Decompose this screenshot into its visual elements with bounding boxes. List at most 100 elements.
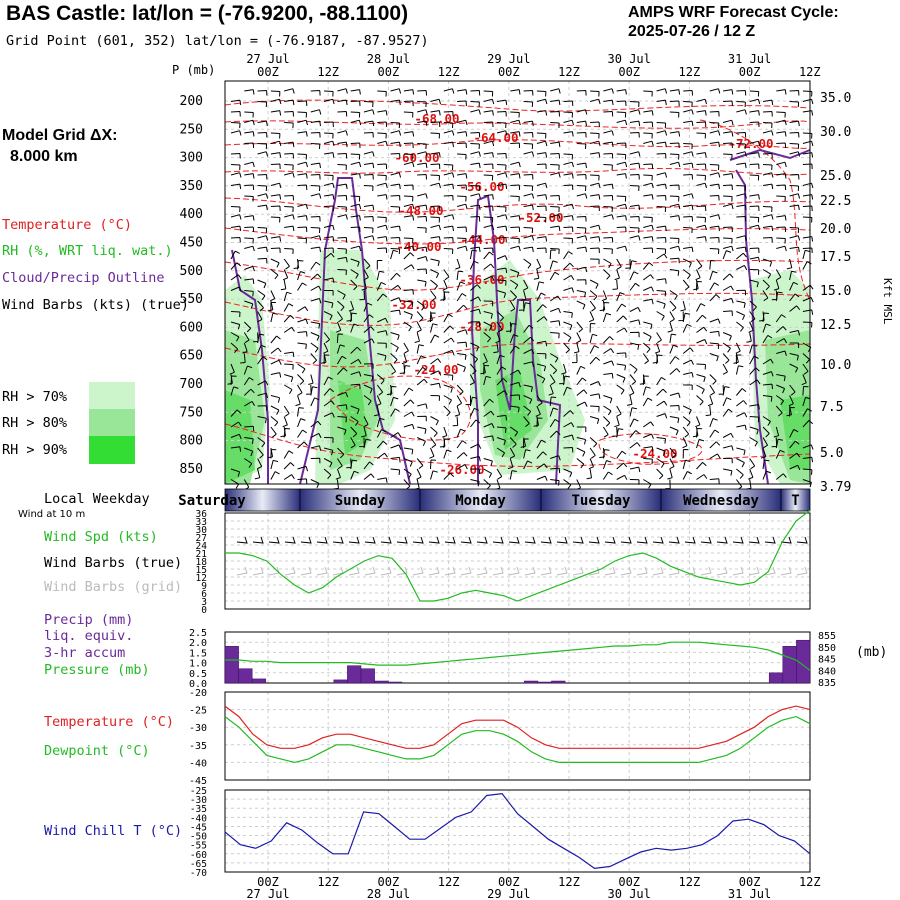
wind-barb	[709, 130, 721, 136]
weekday-band-cell	[780, 488, 811, 512]
wind-barb	[454, 405, 461, 417]
wind-barb	[656, 447, 666, 456]
wind-barb	[576, 290, 587, 298]
wind-barb	[284, 206, 294, 213]
height-tick-label: 3.79	[820, 480, 851, 495]
wind-barb	[230, 286, 242, 292]
wind-barb	[762, 279, 770, 291]
wind-barb	[483, 110, 494, 116]
wind-barb	[390, 183, 401, 190]
pressure-tick-label: 840	[818, 666, 836, 677]
wind-barb	[549, 418, 560, 428]
wind-barb	[430, 182, 441, 189]
wind-barb	[683, 227, 693, 234]
wind-barb	[669, 245, 681, 252]
wind-barb	[350, 161, 362, 168]
wind-barb	[523, 174, 534, 180]
wind-barb	[482, 353, 488, 365]
wind-barb	[390, 141, 401, 148]
wind-barb	[603, 99, 614, 106]
wind-barb	[480, 363, 486, 375]
pressure-tick-label: 550	[180, 292, 203, 307]
wind-barb	[643, 446, 654, 452]
wind-barb	[735, 342, 741, 354]
grid-wind-barb	[316, 566, 328, 576]
wind-barb	[776, 119, 787, 126]
wind-barb	[282, 269, 289, 281]
wind-barb	[707, 395, 714, 407]
wind-barb	[483, 98, 495, 105]
wind-barb	[509, 470, 517, 480]
wind-barb	[361, 279, 367, 291]
wind-barb	[483, 435, 494, 441]
wind-speed-tick-label: 24	[196, 541, 208, 552]
wind-barb	[350, 346, 362, 354]
wind-barb	[523, 438, 529, 448]
wind-barb	[390, 309, 401, 316]
wind-barb	[603, 153, 614, 159]
wind-barb	[377, 353, 387, 361]
wind-barb	[417, 204, 428, 211]
wind-barb	[629, 162, 641, 169]
wind-barb	[523, 416, 530, 427]
wind-barb	[802, 132, 813, 139]
wind-barb	[682, 437, 688, 449]
wind-barb	[350, 323, 359, 333]
wind-barb	[363, 235, 375, 241]
wind-barb	[656, 225, 667, 232]
pressure-tick-label: 400	[180, 207, 203, 222]
precip-bar	[388, 681, 403, 684]
wind-barb	[696, 174, 706, 181]
wind-barb	[709, 164, 720, 171]
wind-barb	[483, 410, 495, 417]
wind-barb	[789, 101, 800, 108]
wind-barb	[376, 281, 386, 291]
precip-bar	[238, 668, 253, 684]
wind-barb	[589, 333, 598, 344]
wind-barb	[323, 98, 335, 105]
precip-tick-label: 1.0	[189, 659, 207, 670]
bottom-date-label: 27 Jul	[246, 887, 289, 900]
wind-barb	[350, 119, 362, 126]
wind-barb	[363, 185, 374, 192]
wind-barb	[696, 474, 708, 480]
temperature-contour	[224, 343, 811, 368]
wind-barb	[483, 375, 491, 386]
wind-barb	[270, 395, 281, 403]
wind-barb	[549, 374, 556, 386]
wind-barb	[683, 151, 694, 157]
wind-barb	[403, 245, 415, 252]
wind-barb	[270, 163, 281, 170]
weekday-label: T	[791, 493, 799, 509]
wind-barb	[576, 365, 586, 375]
wind-barb	[563, 434, 575, 440]
wind-barb	[350, 426, 358, 438]
wind-barb	[589, 323, 596, 333]
wind-barb	[656, 300, 666, 309]
wind-barb	[523, 395, 533, 405]
true-wind-barb	[588, 536, 600, 544]
wind-barb	[337, 391, 349, 398]
height-tick-label: 12.5	[820, 318, 851, 333]
wind-barb	[350, 437, 356, 449]
wind-barb	[602, 471, 613, 480]
wind-barb	[616, 474, 628, 480]
wind-barb	[456, 440, 467, 449]
wind-barb	[456, 452, 468, 459]
wind-barb	[576, 162, 587, 169]
wind-barb	[230, 130, 242, 136]
wind-barb	[629, 185, 640, 192]
wind-barb	[802, 353, 810, 364]
wind-speed-tick-label: 9	[201, 581, 207, 592]
wind-barb	[457, 226, 467, 233]
true-wind-barb	[236, 536, 248, 544]
wind-barb	[789, 281, 799, 291]
wind-barb	[629, 227, 640, 234]
wind-barb	[523, 302, 531, 312]
top-time-tick: 00Z	[378, 65, 400, 79]
wind-barb	[603, 183, 614, 190]
wind-barb	[297, 215, 308, 221]
wind-barb	[230, 386, 239, 396]
precip-panel-frame	[224, 631, 811, 684]
wind-barb	[496, 468, 503, 480]
